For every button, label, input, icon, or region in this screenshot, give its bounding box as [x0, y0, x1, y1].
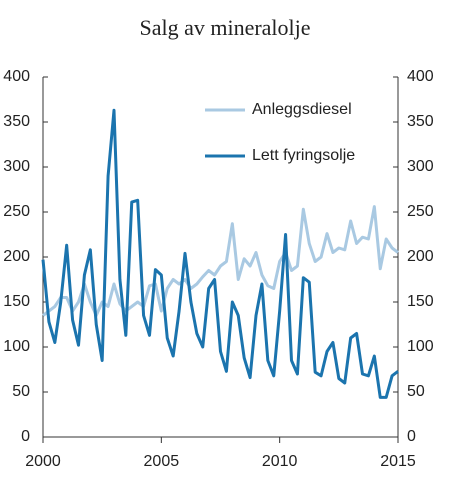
- y-tick-label: 50: [12, 383, 30, 400]
- legend-label: Anleggsdiesel: [252, 101, 352, 118]
- y-tick-label: 100: [3, 338, 30, 355]
- y-tick-label: 0: [21, 428, 30, 445]
- x-tick-label: 2015: [380, 453, 416, 470]
- y-tick-label: 400: [3, 68, 30, 85]
- y2-tick-label: 50: [407, 383, 425, 400]
- x-tick-label: 2010: [262, 453, 298, 470]
- y2-tick-label: 100: [407, 338, 434, 355]
- x-tick-label: 2005: [144, 453, 180, 470]
- y-tick-label: 150: [3, 293, 30, 310]
- y2-tick-label: 250: [407, 203, 434, 220]
- x-tick-label: 2000: [25, 453, 61, 470]
- y-tick-label: 200: [3, 248, 30, 265]
- y2-tick-label: 400: [407, 68, 434, 85]
- series-line: [42, 205, 399, 317]
- y2-tick-label: 150: [407, 293, 434, 310]
- y2-tick-label: 200: [407, 248, 434, 265]
- y-tick-label: 300: [3, 158, 30, 175]
- legend-label: Lett fyringsolje: [252, 147, 355, 164]
- y2-tick-label: 0: [407, 428, 416, 445]
- y-tick-label: 250: [3, 203, 30, 220]
- y-tick-label: 350: [3, 113, 30, 130]
- chart-title: Salg av mineralolje: [139, 15, 310, 40]
- y2-tick-label: 350: [407, 113, 434, 130]
- series-line: [41, 108, 399, 399]
- y2-tick-label: 300: [407, 158, 434, 175]
